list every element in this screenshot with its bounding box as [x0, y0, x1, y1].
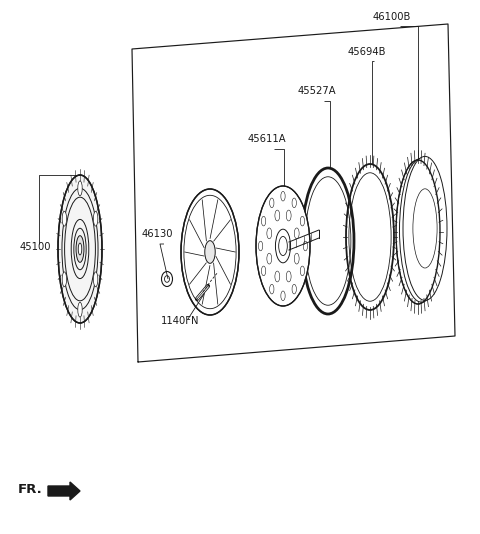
Ellipse shape — [78, 181, 82, 196]
Ellipse shape — [262, 266, 266, 276]
Ellipse shape — [300, 266, 305, 276]
Ellipse shape — [281, 291, 285, 301]
Ellipse shape — [262, 216, 266, 226]
Text: 46100B: 46100B — [373, 12, 411, 22]
Ellipse shape — [256, 186, 310, 306]
Text: 1140FN: 1140FN — [161, 316, 199, 326]
Ellipse shape — [267, 253, 272, 264]
Ellipse shape — [270, 284, 274, 294]
Ellipse shape — [403, 156, 447, 301]
FancyArrow shape — [48, 482, 80, 500]
Ellipse shape — [181, 189, 239, 315]
Ellipse shape — [286, 210, 291, 221]
Ellipse shape — [303, 241, 308, 251]
Text: 45694B: 45694B — [348, 47, 386, 57]
Ellipse shape — [161, 271, 172, 287]
Text: 45527A: 45527A — [298, 86, 336, 96]
Ellipse shape — [62, 272, 67, 287]
Ellipse shape — [294, 253, 299, 264]
Ellipse shape — [275, 271, 280, 282]
Ellipse shape — [292, 284, 296, 294]
Ellipse shape — [205, 241, 215, 263]
Ellipse shape — [292, 198, 296, 208]
Ellipse shape — [281, 191, 285, 201]
Ellipse shape — [275, 210, 280, 221]
Ellipse shape — [78, 302, 82, 317]
Ellipse shape — [344, 156, 396, 317]
Ellipse shape — [270, 198, 274, 208]
Ellipse shape — [279, 237, 288, 256]
Ellipse shape — [286, 271, 291, 282]
Ellipse shape — [267, 228, 272, 239]
Ellipse shape — [58, 175, 102, 323]
Ellipse shape — [76, 235, 84, 262]
Ellipse shape — [94, 211, 98, 226]
Ellipse shape — [94, 272, 98, 287]
Ellipse shape — [78, 243, 82, 255]
Ellipse shape — [258, 241, 263, 251]
Ellipse shape — [294, 228, 299, 239]
Text: 45611A: 45611A — [248, 134, 286, 144]
Ellipse shape — [62, 211, 67, 226]
Ellipse shape — [300, 216, 305, 226]
Text: 46130: 46130 — [141, 229, 173, 239]
Text: FR.: FR. — [18, 483, 43, 496]
Ellipse shape — [396, 160, 440, 304]
Ellipse shape — [399, 158, 444, 302]
Text: 45100: 45100 — [19, 242, 51, 252]
